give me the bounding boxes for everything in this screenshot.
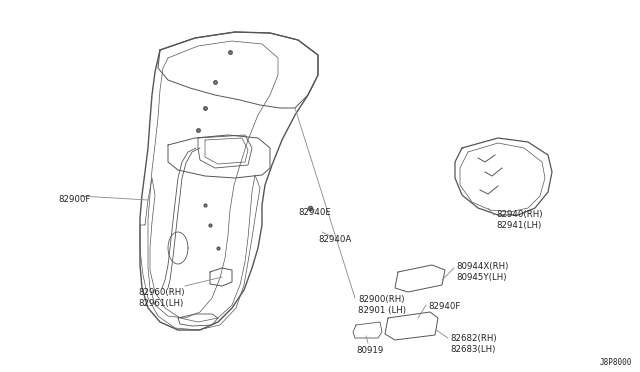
Text: 80919: 80919: [356, 346, 383, 355]
Text: 82900F: 82900F: [58, 195, 90, 204]
Text: J8P8000: J8P8000: [600, 358, 632, 367]
Text: 82940A: 82940A: [318, 235, 351, 244]
Text: 80944X(RH)
80945Y(LH): 80944X(RH) 80945Y(LH): [456, 262, 508, 282]
Text: 82900(RH)
82901 (LH): 82900(RH) 82901 (LH): [358, 295, 406, 315]
Text: 82940E: 82940E: [298, 208, 331, 217]
Text: 82940(RH)
82941(LH): 82940(RH) 82941(LH): [496, 210, 543, 230]
Text: 82960(RH)
82961(LH): 82960(RH) 82961(LH): [138, 288, 184, 308]
Text: 82682(RH)
82683(LH): 82682(RH) 82683(LH): [450, 334, 497, 354]
Text: 82940F: 82940F: [428, 302, 460, 311]
